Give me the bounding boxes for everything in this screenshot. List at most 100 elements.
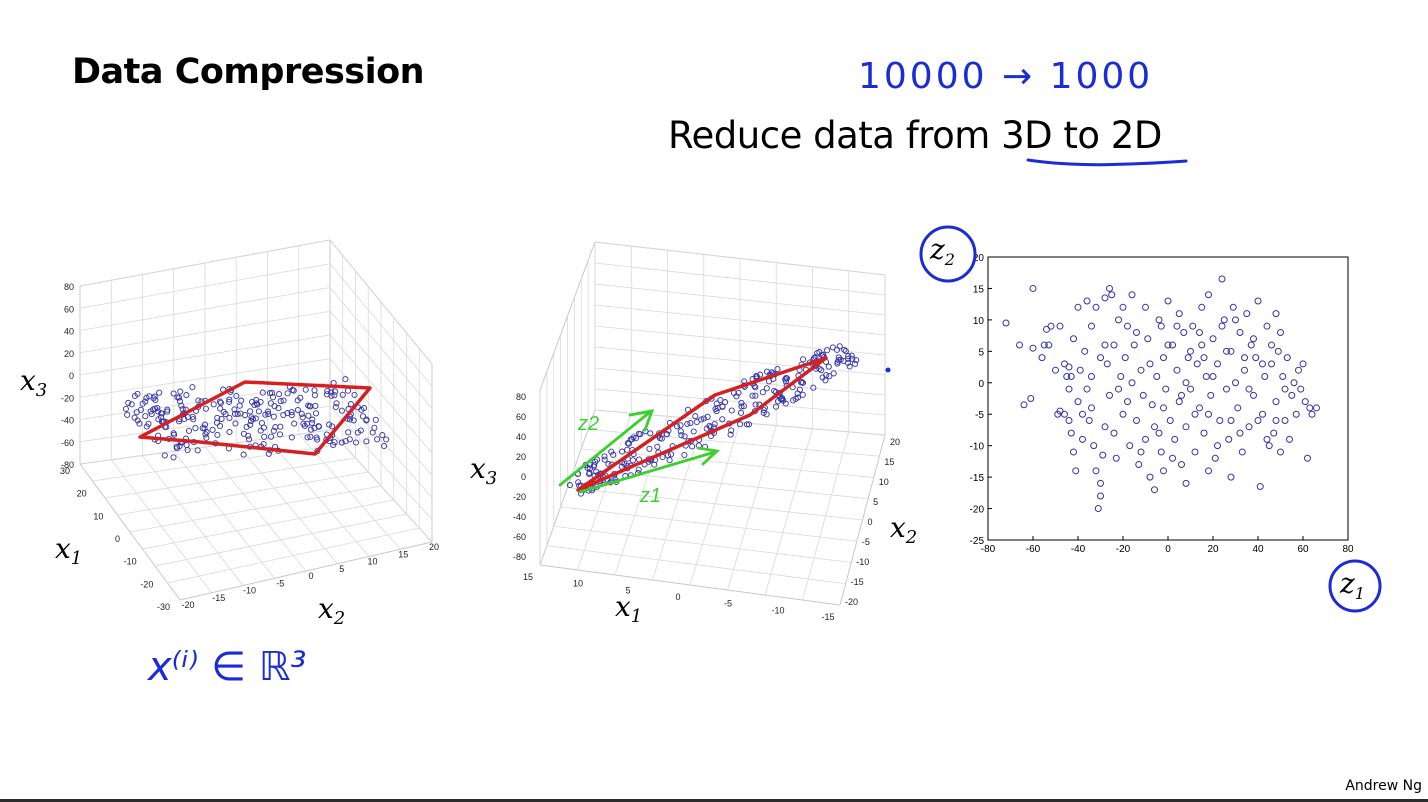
x1-tick-label: -15 [821, 612, 834, 622]
scatter-point [774, 366, 781, 373]
scatter-point [176, 418, 183, 425]
scatter-point [1092, 303, 1100, 311]
scatter-point [727, 431, 734, 438]
x-tick-label: -80 [981, 544, 996, 555]
y-tick-label: -15 [970, 473, 985, 484]
scatter-point [677, 428, 684, 435]
scatter-point [185, 427, 193, 434]
scatter-point [1155, 429, 1163, 437]
scatter-point [1236, 328, 1244, 336]
scatter-point [1290, 379, 1298, 387]
scatter-point [663, 431, 670, 438]
scatter-point [833, 346, 841, 353]
x3-tick-label: -60 [61, 438, 74, 448]
scatter-point [1270, 429, 1278, 437]
scatter-point [357, 427, 364, 434]
x2-tick-label: 20 [890, 437, 900, 447]
scatter-point [232, 420, 239, 427]
scatter-point [1135, 461, 1143, 469]
grid-line [167, 527, 420, 584]
scatter-point [328, 392, 335, 399]
scatter-point [202, 431, 209, 438]
scatter-point [794, 394, 801, 401]
scatter-point [717, 396, 724, 404]
scatter-point [234, 411, 241, 418]
scatter-point [267, 400, 274, 407]
scatter-point [1198, 303, 1206, 311]
scatter-point [311, 387, 318, 394]
scatter-point [143, 423, 150, 430]
scatter-point [1072, 467, 1080, 475]
scatter-point [1103, 360, 1111, 368]
scatter-point [352, 439, 360, 446]
scatter-point [350, 417, 357, 424]
scatter-point [226, 396, 233, 403]
scatter-point [276, 431, 284, 438]
scatter-point [1164, 297, 1172, 305]
chart-3d-middle: z2 z1 806040200-20-40-60-80151050-5-10-1… [470, 241, 917, 627]
scatter-point [782, 400, 789, 407]
scatter-point [693, 418, 700, 426]
grid-line [594, 346, 886, 376]
scatter-point [1108, 291, 1116, 299]
scatter-point [677, 422, 684, 429]
scatter-point [666, 457, 673, 464]
scatter-point [765, 378, 773, 385]
y-tick-label: 15 [973, 284, 985, 295]
scatter-point [195, 397, 202, 404]
scatter-point [1182, 379, 1190, 387]
scatter-point [146, 393, 153, 400]
scatter-point [346, 416, 354, 423]
x1-tick-label: -30 [157, 602, 170, 612]
grid-line [574, 467, 869, 500]
scatter-point [1261, 372, 1269, 380]
scatter-point [1286, 435, 1293, 443]
scatter-point [749, 392, 756, 399]
scatter-point [743, 421, 750, 428]
scatter-point [177, 388, 184, 395]
scatter-point [305, 402, 312, 409]
scatter-point [1133, 328, 1140, 336]
scatter-point [1151, 486, 1158, 494]
scatter-point [346, 436, 353, 443]
x1-tick-label: -10 [124, 557, 137, 567]
scatter-point [1079, 435, 1086, 443]
x1-tick-label: 0 [115, 534, 120, 544]
x-tick-label: -20 [1116, 544, 1131, 555]
scatter-point [1178, 391, 1185, 399]
scatter-point [1119, 303, 1127, 311]
scatter-point [288, 434, 295, 441]
scatter-point [297, 394, 304, 401]
scatter-point [245, 432, 252, 439]
scatter-point [1124, 398, 1131, 406]
scatter-point [1173, 322, 1181, 330]
scatter-point [288, 412, 295, 419]
scatter-point [1232, 379, 1239, 387]
scatter-point [1146, 473, 1154, 481]
scatter-point [1090, 442, 1098, 450]
scatter-point [818, 367, 825, 374]
scatter-point [587, 465, 594, 472]
scatter-point [1205, 467, 1212, 475]
scatter-point [128, 401, 135, 408]
scatter-point [760, 409, 767, 416]
x1-tick-label: 0 [675, 592, 680, 602]
scatter-point [737, 409, 745, 416]
x3-tick-label: 60 [64, 304, 74, 314]
scatter-point [152, 396, 159, 404]
scatter-point [1067, 372, 1075, 380]
x-tick-label: 80 [1342, 544, 1354, 555]
scatter-point [1207, 391, 1215, 399]
scatter-point [299, 414, 306, 421]
z1-circle-annotation [1328, 559, 1382, 613]
scatter-point [184, 414, 192, 421]
scatter-point [1155, 316, 1163, 324]
scatter-point [1214, 442, 1221, 450]
scatter-point [298, 410, 305, 417]
scatter-point [1169, 454, 1176, 462]
scatter-point [1070, 335, 1077, 343]
x1-tick-label: 10 [93, 511, 103, 521]
scatter-point [142, 413, 149, 420]
scatter-point [1173, 366, 1181, 374]
scatter-point [202, 405, 209, 412]
